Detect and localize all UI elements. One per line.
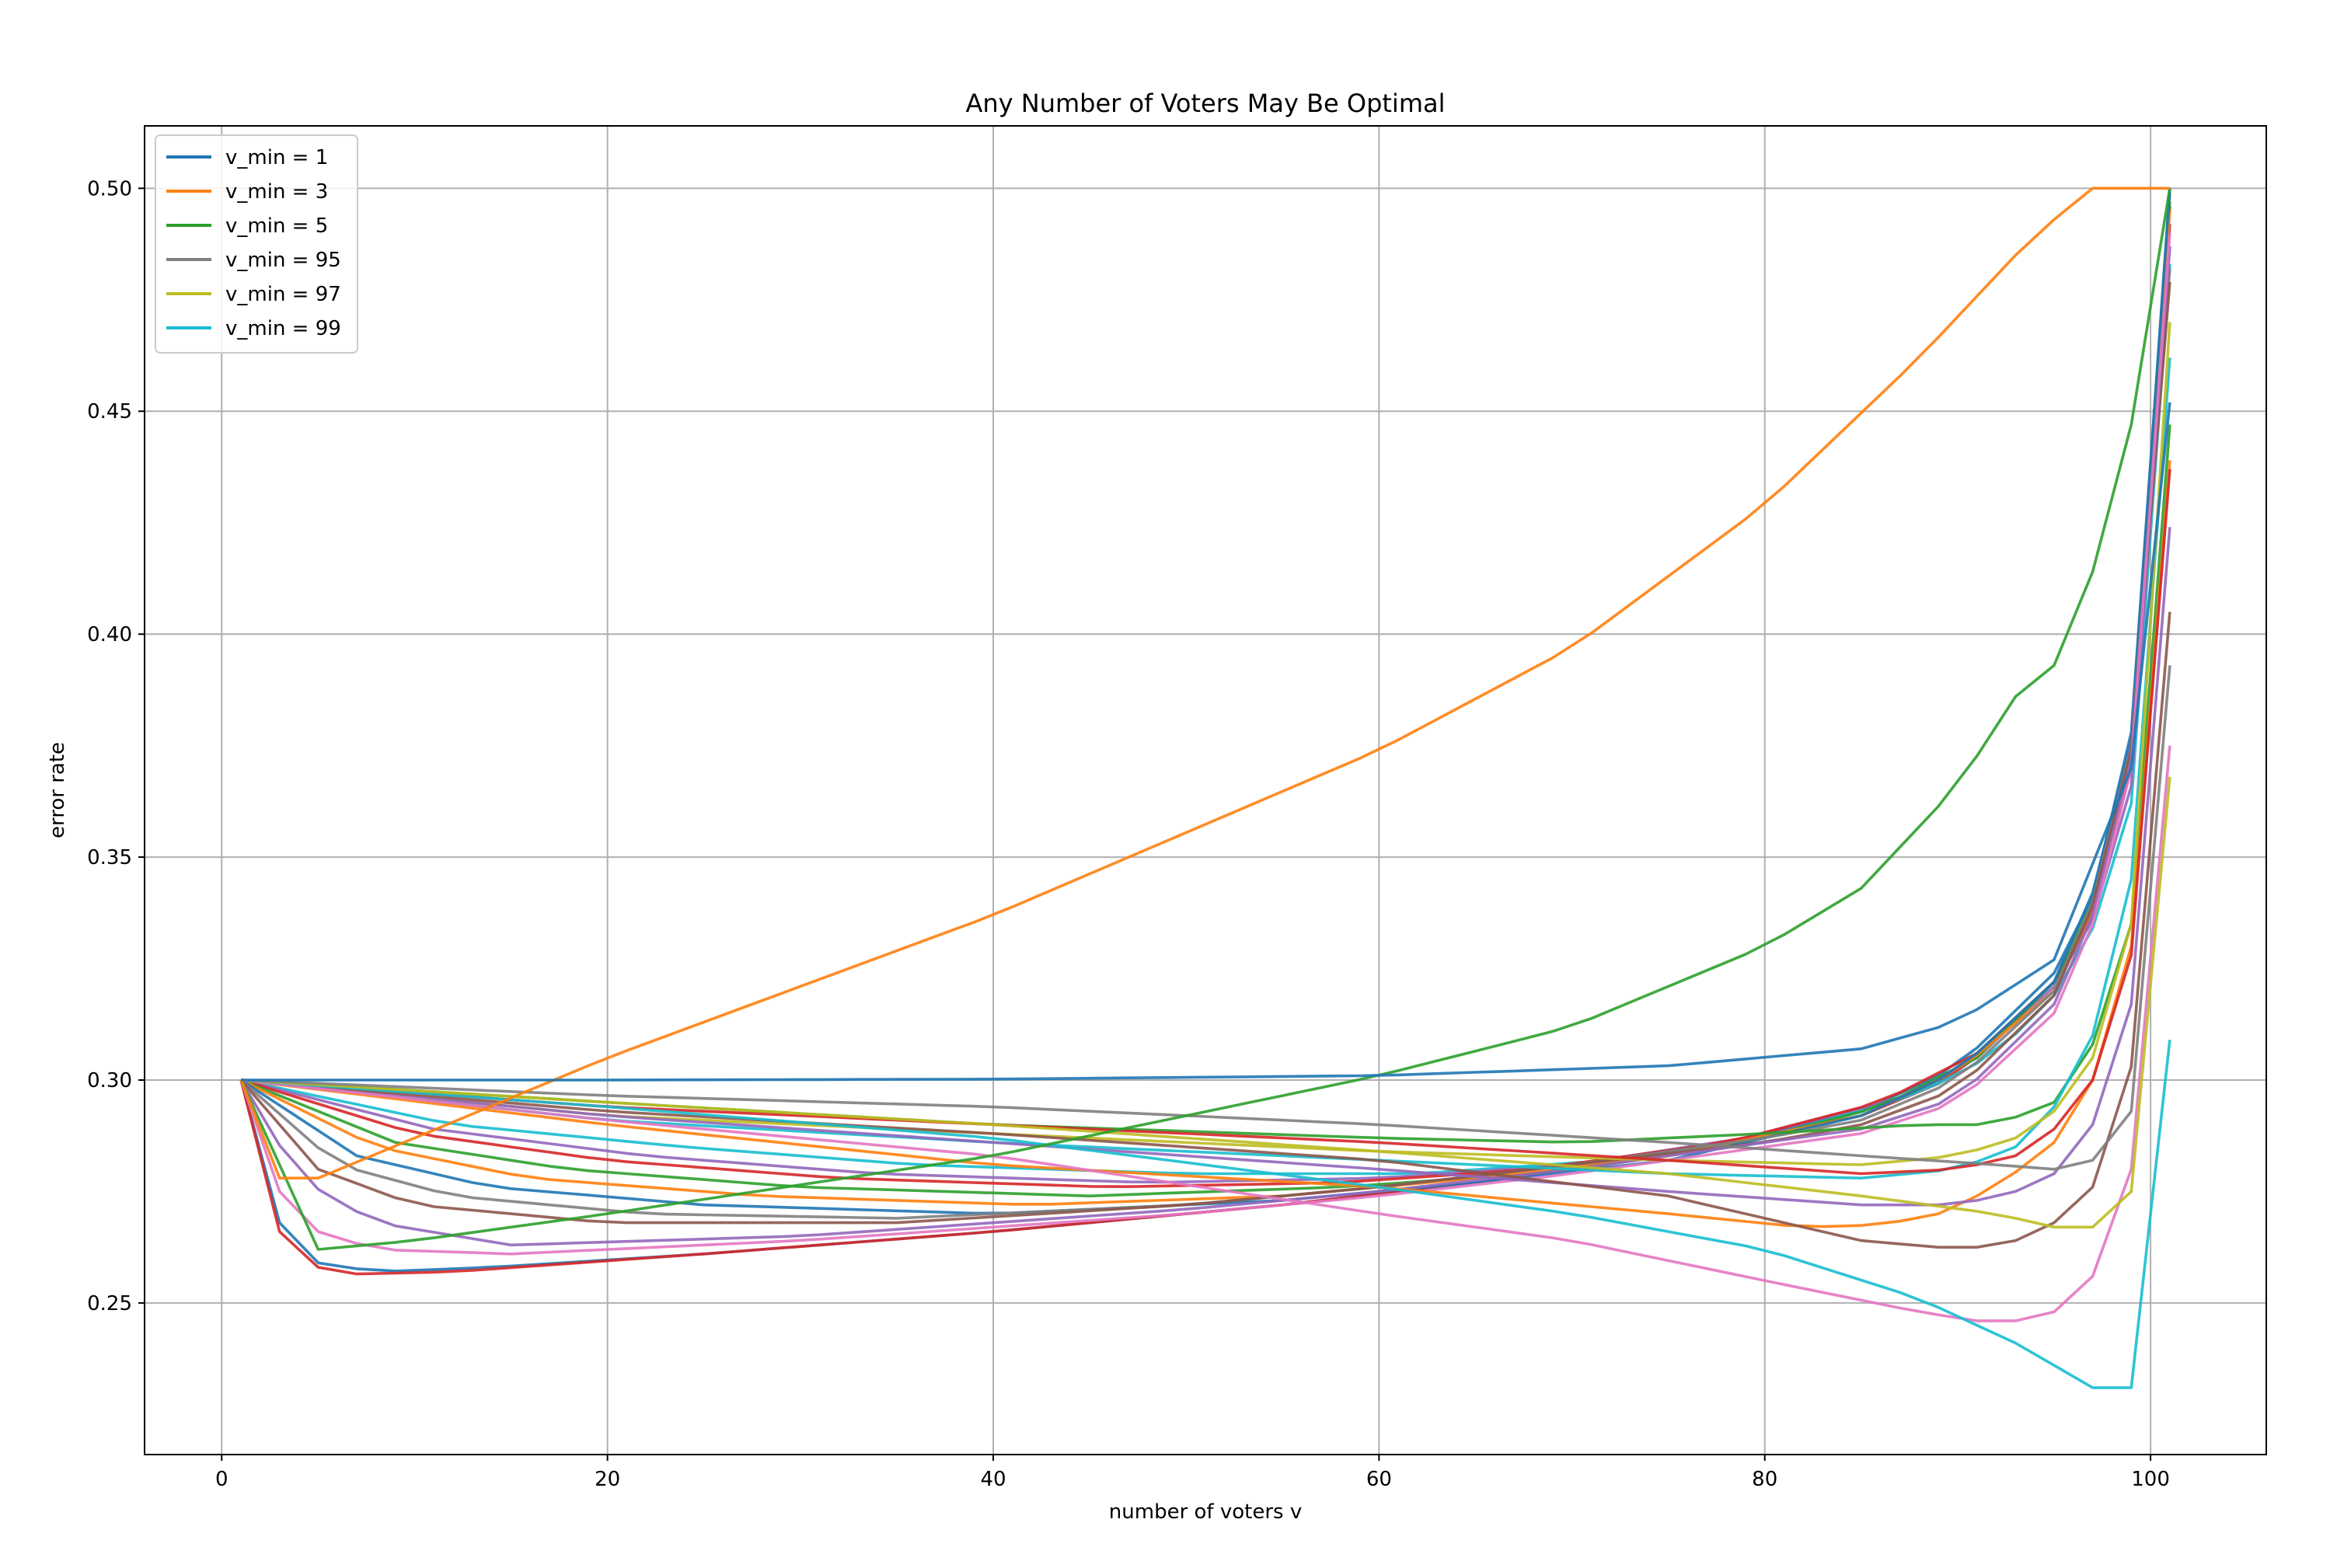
y-axis-ticks: 0.25 0.30 0.35 0.40 0.45 0.50 (87, 177, 145, 1315)
series-line (240, 210, 2171, 1206)
legend-label: v_min = 3 (225, 180, 328, 204)
legend-label: v_min = 99 (225, 317, 341, 340)
x-tick-label: 100 (2131, 1468, 2170, 1491)
series-line (240, 188, 2171, 1215)
series-line (240, 357, 2171, 1179)
series-line (240, 424, 2171, 1144)
legend-label: v_min = 97 (225, 283, 341, 306)
y-tick-label: 0.50 (87, 177, 132, 200)
series-lines (239, 186, 2171, 1389)
series-line (239, 186, 2170, 1179)
series-line (240, 224, 2171, 1188)
series-line (239, 206, 2171, 1276)
legend-label: v_min = 1 (225, 146, 328, 169)
series-line (241, 665, 2171, 1171)
series-line (240, 1040, 2171, 1389)
chart-title: Any Number of Voters May Be Optimal (966, 89, 1446, 118)
series-line (239, 188, 2171, 1251)
x-tick-label: 80 (1752, 1468, 1777, 1491)
grid-lines (145, 126, 2266, 1455)
series-line (240, 201, 2171, 1197)
x-axis-ticks: 0 20 40 60 80 100 (215, 1455, 2170, 1491)
y-tick-label: 0.25 (87, 1292, 132, 1315)
series-line (239, 281, 2171, 1225)
y-tick-label: 0.35 (87, 846, 132, 869)
series-line (241, 402, 2171, 1082)
y-axis-label: error rate (46, 742, 69, 838)
series-line (239, 246, 2171, 1247)
series-line (240, 612, 2171, 1249)
series-line (240, 322, 2171, 1166)
series-line (239, 232, 2171, 1256)
series-line (240, 776, 2171, 1229)
x-tick-label: 60 (1366, 1468, 1392, 1491)
y-tick-label: 0.30 (87, 1069, 132, 1092)
series-line (240, 246, 2171, 1184)
series-line (240, 460, 2171, 1228)
series-line (240, 527, 2171, 1207)
plot-frame (144, 125, 2267, 1455)
legend-label: v_min = 95 (225, 249, 341, 272)
legend: v_min = 1 v_min = 3 v_min = 5 v_min = 95 v_m… (155, 134, 358, 354)
x-tick-label: 20 (595, 1468, 620, 1491)
y-tick-label: 0.40 (87, 623, 132, 646)
x-tick-label: 0 (215, 1468, 228, 1491)
x-tick-label: 40 (980, 1468, 1006, 1491)
x-axis-label: number of voters v (1109, 1500, 1302, 1524)
series-line (240, 745, 2171, 1322)
series-line (240, 263, 2171, 1176)
legend-label: v_min = 5 (225, 214, 328, 238)
series-line (240, 469, 2171, 1176)
y-tick-label: 0.45 (87, 400, 132, 423)
